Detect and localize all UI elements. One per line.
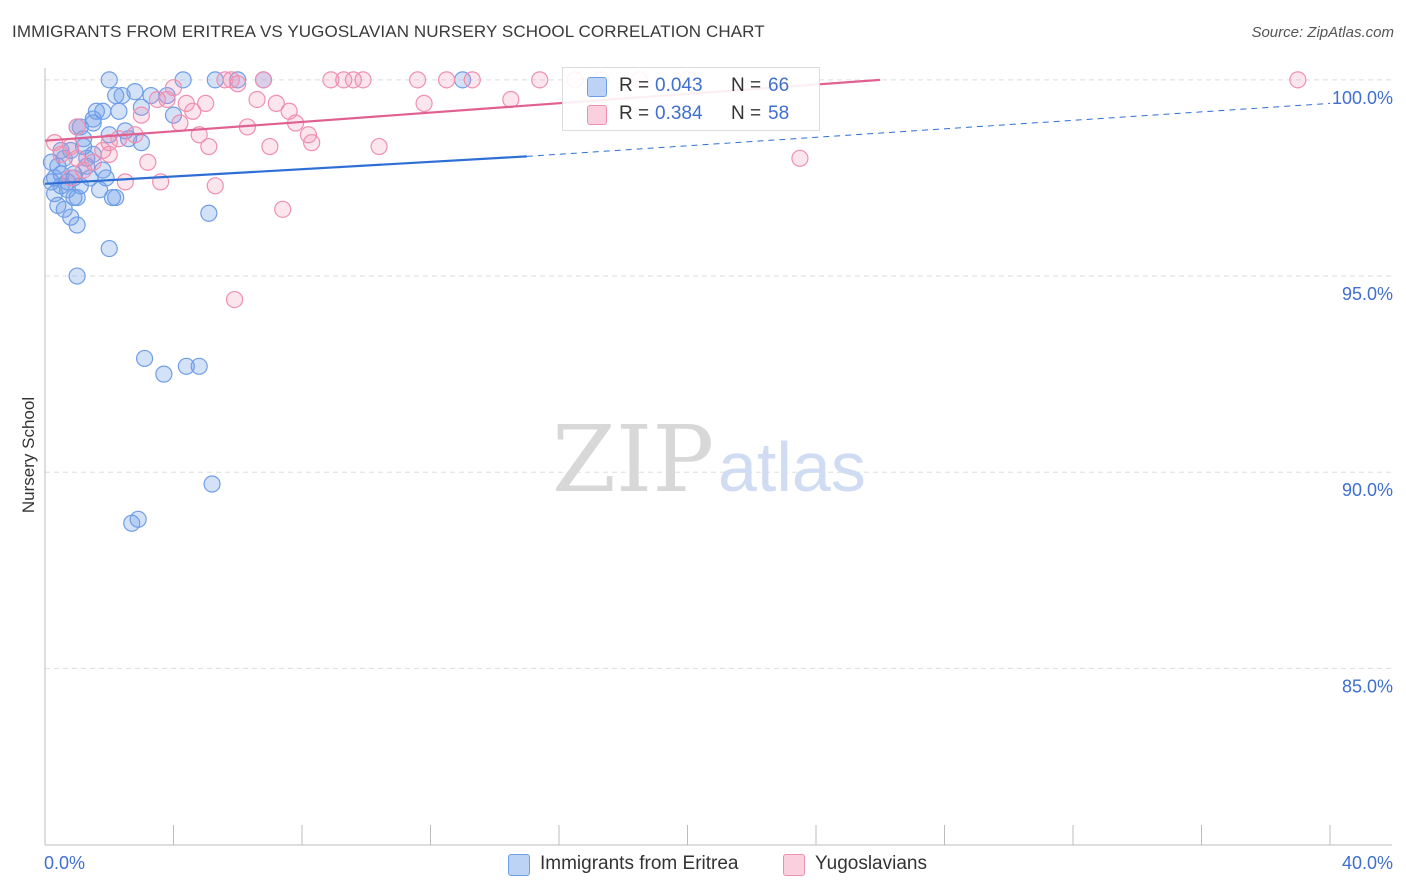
- point-eritrea: [190, 357, 208, 375]
- point-eritrea: [68, 216, 86, 234]
- chart-source: Source: ZipAtlas.com: [1251, 24, 1394, 41]
- point-eritrea: [100, 71, 118, 89]
- watermark: ZIP atlas: [552, 406, 866, 513]
- point-yugoslavians: [132, 106, 150, 124]
- point-eritrea: [110, 102, 128, 120]
- point-yugoslavians: [84, 153, 102, 171]
- point-yugoslavians: [216, 71, 234, 89]
- point-yugoslavians: [463, 71, 481, 89]
- point-yugoslavians: [248, 90, 266, 109]
- legend-r-label: R =: [619, 75, 650, 96]
- point-eritrea: [68, 267, 86, 285]
- point-yugoslavians: [415, 94, 433, 112]
- y-tick-label: 100.0%: [1332, 88, 1393, 108]
- bottom-legend-label-yugoslavians: Yugoslavians: [815, 853, 927, 874]
- y-axis-label: Nursery School: [19, 397, 38, 513]
- point-yugoslavians: [197, 94, 215, 112]
- point-yugoslavians: [100, 145, 118, 164]
- point-eritrea: [113, 86, 131, 105]
- legend-row-yugoslavians: R = 0.384 N = 58: [563, 100, 819, 128]
- watermark-atlas: atlas: [718, 428, 866, 506]
- point-yugoslavians: [148, 90, 167, 109]
- legend: R = 0.043 N = 66 R = 0.384 N = 58: [562, 67, 820, 131]
- y-tick-label: 90.0%: [1342, 480, 1393, 500]
- point-yugoslavians: [261, 137, 279, 156]
- legend-n-value: 58: [768, 103, 790, 124]
- point-eritrea: [126, 83, 144, 101]
- point-eritrea: [203, 475, 221, 493]
- point-eritrea: [177, 357, 195, 375]
- point-eritrea: [97, 169, 115, 187]
- point-eritrea: [100, 239, 118, 258]
- legend-n-value: 66: [768, 75, 790, 96]
- legend-r-value: 0.384: [655, 103, 703, 124]
- point-yugoslavians: [68, 118, 86, 136]
- point-yugoslavians: [1289, 71, 1307, 89]
- point-yugoslavians: [267, 94, 285, 112]
- x-tick-label: 0.0%: [44, 853, 85, 873]
- point-yugoslavians: [229, 75, 247, 93]
- axis-layer: 100.0% 95.0% 90.0% 85.0% 0.0% 40.0%: [44, 68, 1393, 873]
- legend-r-label: R =: [619, 103, 650, 124]
- legend-n-label: N =: [731, 75, 762, 96]
- trendline-eritrea-projection: [526, 102, 1331, 157]
- point-eritrea: [84, 110, 102, 128]
- point-eritrea: [155, 365, 173, 383]
- y-tick-label: 85.0%: [1342, 676, 1393, 696]
- y-tick-label: 95.0%: [1342, 284, 1393, 304]
- point-yugoslavians: [531, 71, 549, 89]
- point-yugoslavians: [274, 200, 292, 218]
- point-yugoslavians: [254, 71, 273, 89]
- bottom-legend-yugoslavians: Yugoslavians: [783, 851, 963, 877]
- bottom-legend-swatch-eritrea: [508, 854, 530, 876]
- point-eritrea: [129, 510, 147, 528]
- legend-swatch-yugoslavians: [587, 105, 607, 125]
- legend-row-eritrea: R = 0.043 N = 66: [563, 72, 819, 100]
- point-yugoslavians: [335, 71, 353, 89]
- grid-layer: [45, 79, 1392, 669]
- point-yugoslavians: [437, 71, 456, 89]
- point-yugoslavians: [409, 71, 427, 89]
- point-yugoslavians: [100, 134, 118, 152]
- point-yugoslavians: [206, 177, 224, 195]
- x-tick-label: 40.0%: [1342, 853, 1393, 873]
- point-yugoslavians: [171, 114, 189, 132]
- bottom-legend-swatch-yugoslavians: [783, 854, 805, 876]
- chart-title: IMMIGRANTS FROM ERITREA VS YUGOSLAVIAN N…: [12, 22, 765, 41]
- point-yugoslavians: [164, 79, 183, 97]
- trendline-eritrea: [44, 155, 527, 185]
- bottom-legend-label-eritrea: Immigrants from Eritrea: [540, 853, 739, 874]
- point-yugoslavians: [200, 137, 218, 156]
- legend-r-value: 0.043: [655, 75, 703, 96]
- point-yugoslavians: [370, 137, 388, 156]
- point-yugoslavians: [225, 290, 244, 309]
- point-yugoslavians: [139, 153, 157, 171]
- point-yugoslavians: [502, 90, 520, 109]
- point-eritrea: [107, 188, 125, 207]
- point-eritrea: [135, 349, 154, 368]
- legend-n-label: N =: [731, 103, 762, 124]
- point-yugoslavians: [116, 173, 134, 191]
- point-eritrea: [229, 71, 247, 89]
- point-yugoslavians: [791, 149, 809, 167]
- point-yugoslavians: [322, 71, 340, 89]
- bottom-legend-eritrea: Immigrants from Eritrea: [508, 851, 768, 877]
- point-yugoslavians: [344, 71, 362, 89]
- point-eritrea: [42, 173, 61, 191]
- point-yugoslavians: [184, 102, 202, 120]
- point-yugoslavians: [303, 134, 321, 152]
- point-eritrea: [200, 204, 218, 222]
- point-yugoslavians: [354, 71, 372, 89]
- watermark-zip: ZIP: [552, 406, 714, 513]
- legend-swatch-eritrea: [587, 77, 607, 97]
